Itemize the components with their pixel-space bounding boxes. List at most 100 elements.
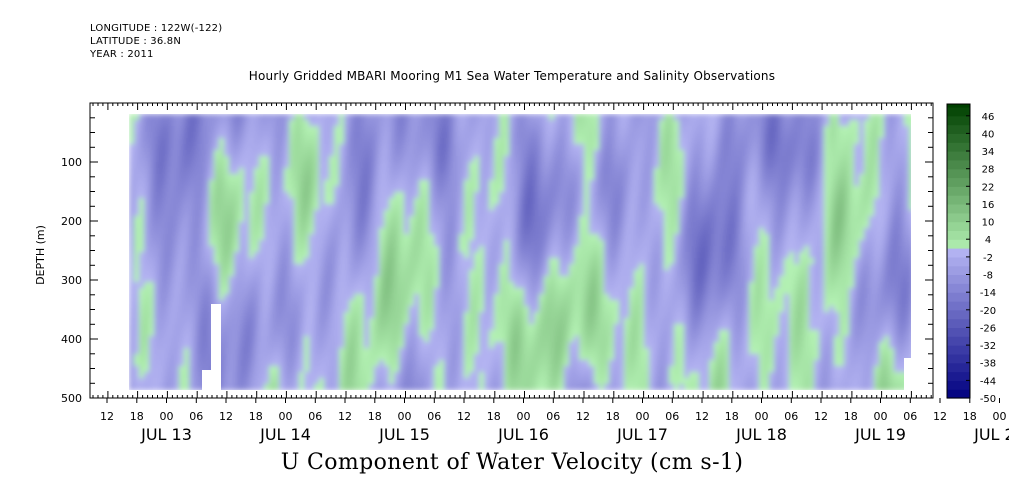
heatmap-cell xyxy=(539,246,545,253)
heatmap-cell xyxy=(619,342,625,349)
heatmap-cell xyxy=(584,180,590,187)
heatmap-cell xyxy=(194,234,200,241)
heatmap-cell xyxy=(184,318,190,325)
heatmap-cell xyxy=(299,294,305,301)
heatmap-cell xyxy=(409,354,415,361)
heatmap-cell xyxy=(214,138,220,145)
heatmap-cell xyxy=(544,138,550,145)
heatmap-cell xyxy=(534,330,540,337)
heatmap-cell xyxy=(449,312,455,319)
heatmap-cell xyxy=(334,216,340,223)
heatmap-cell xyxy=(449,306,455,313)
heatmap-cell xyxy=(589,264,595,271)
heatmap-cell xyxy=(639,204,645,211)
heatmap-cell xyxy=(519,222,525,229)
heatmap-cell xyxy=(589,198,595,205)
year-label: YEAR : 2011 xyxy=(90,49,154,60)
heatmap-cell xyxy=(629,258,635,265)
heatmap-cell xyxy=(234,216,240,223)
heatmap-cell xyxy=(334,132,340,139)
heatmap-cell xyxy=(524,168,530,175)
heatmap-cell xyxy=(584,162,590,169)
heatmap-cell xyxy=(559,348,565,355)
heatmap-cell xyxy=(659,282,665,289)
heatmap-cell xyxy=(439,138,445,145)
heatmap-cell xyxy=(489,126,495,133)
heatmap-cell xyxy=(244,138,250,145)
heatmap-cell xyxy=(184,144,190,151)
heatmap-cell xyxy=(174,192,180,199)
heatmap-cell xyxy=(544,180,550,187)
heatmap-cell xyxy=(319,372,325,379)
heatmap-cell xyxy=(359,114,365,121)
heatmap-cell xyxy=(514,162,520,169)
heatmap-cell xyxy=(604,168,610,175)
heatmap-cell xyxy=(634,384,640,390)
heatmap-cell xyxy=(309,276,315,283)
heatmap-cell xyxy=(329,306,335,313)
heatmap-cell xyxy=(544,204,550,211)
heatmap-cell xyxy=(444,360,450,367)
heatmap-cell xyxy=(609,120,615,127)
heatmap-cell xyxy=(214,228,220,235)
heatmap-cell xyxy=(469,336,475,343)
heatmap-cell xyxy=(354,180,360,187)
heatmap-cell xyxy=(539,162,545,169)
heatmap-cell xyxy=(359,234,365,241)
heatmap-cell xyxy=(269,246,275,253)
heatmap-cell xyxy=(369,240,375,247)
heatmap-cell xyxy=(304,120,310,127)
heatmap-cell xyxy=(319,156,325,163)
heatmap-cell xyxy=(394,312,400,319)
heatmap-cell xyxy=(509,372,515,379)
heatmap-cell xyxy=(134,192,140,199)
heatmap-cell xyxy=(559,150,565,157)
heatmap-cell xyxy=(204,366,210,373)
heatmap-cell xyxy=(574,282,580,289)
heatmap-cell xyxy=(374,342,380,349)
heatmap-cell xyxy=(409,168,415,175)
heatmap-cell xyxy=(659,330,665,337)
heatmap-cell xyxy=(204,138,210,145)
heatmap-cell xyxy=(219,198,225,205)
heatmap-cell xyxy=(304,234,310,241)
heatmap-cell xyxy=(619,384,625,390)
heatmap-cell xyxy=(439,144,445,151)
heatmap-cell xyxy=(529,258,535,265)
heatmap-cell xyxy=(529,240,535,247)
heatmap-cell xyxy=(509,264,515,271)
heatmap-cell xyxy=(249,240,255,247)
heatmap-cell xyxy=(294,246,300,253)
heatmap-cell xyxy=(199,342,205,349)
heatmap-cell xyxy=(639,162,645,169)
heatmap-cell xyxy=(284,162,290,169)
heatmap-cell xyxy=(384,312,390,319)
heatmap-cell xyxy=(474,174,480,181)
heatmap-cell xyxy=(509,276,515,283)
heatmap-cell xyxy=(614,312,620,319)
heatmap-cell xyxy=(279,378,285,385)
heatmap-cell xyxy=(579,342,585,349)
heatmap-cell xyxy=(204,348,210,355)
heatmap-cell xyxy=(269,174,275,181)
heatmap-cell xyxy=(339,270,345,277)
heatmap-cell xyxy=(374,330,380,337)
heatmap-cell xyxy=(159,300,165,307)
heatmap-cell xyxy=(159,294,165,301)
heatmap-cell xyxy=(419,312,425,319)
heatmap-cell xyxy=(249,138,255,145)
heatmap-cell xyxy=(544,150,550,157)
heatmap-cell xyxy=(154,240,160,247)
heatmap-cell xyxy=(394,240,400,247)
heatmap-cell xyxy=(149,204,155,211)
heatmap-cell xyxy=(269,366,275,373)
heatmap-cell xyxy=(454,114,460,121)
heatmap-cell xyxy=(559,294,565,301)
heatmap-cell xyxy=(489,294,495,301)
heatmap-cell xyxy=(639,228,645,235)
heatmap-cell xyxy=(454,276,460,283)
heatmap-cell xyxy=(369,216,375,223)
heatmap-cell xyxy=(209,120,215,127)
heatmap-cell xyxy=(199,204,205,211)
heatmap-cell xyxy=(479,168,485,175)
